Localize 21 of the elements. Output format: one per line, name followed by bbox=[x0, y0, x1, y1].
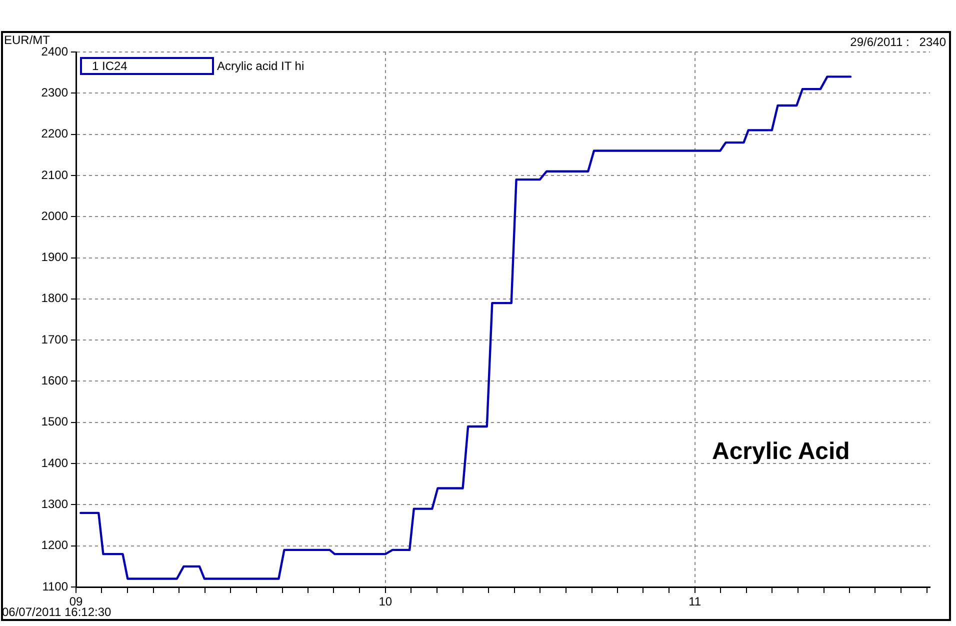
y-tick-label: 2400 bbox=[41, 44, 68, 58]
x-tick-label: 10 bbox=[378, 594, 392, 609]
text: 29/6/2011 : 2340 bbox=[850, 35, 946, 49]
y-axis-title: EUR/MT bbox=[4, 33, 50, 47]
annotation: 1 IC24 bbox=[80, 57, 214, 75]
y-tick-label: 1300 bbox=[41, 497, 68, 512]
y-tick-label: 1600 bbox=[41, 374, 68, 388]
x-tick-label: 11 bbox=[688, 594, 702, 609]
y-tick-label: 1200 bbox=[41, 538, 68, 552]
y-tick-label: 1900 bbox=[41, 250, 68, 264]
y-tick-label: 1400 bbox=[41, 456, 68, 470]
y-tick-label: 2000 bbox=[41, 208, 68, 223]
y-tick-label: 1100 bbox=[42, 579, 68, 594]
y-tick-label: 1500 bbox=[41, 414, 68, 429]
y-tick-label: 2100 bbox=[41, 168, 68, 182]
text: Acrylic Acid bbox=[712, 438, 850, 466]
y-tick-label: 1700 bbox=[41, 332, 68, 346]
y-tick-label: 2300 bbox=[41, 85, 68, 100]
text: Acrylic acid IT hi bbox=[217, 59, 304, 73]
y-tick-label: 2200 bbox=[41, 126, 68, 141]
y-tick-label: 1800 bbox=[41, 291, 68, 306]
